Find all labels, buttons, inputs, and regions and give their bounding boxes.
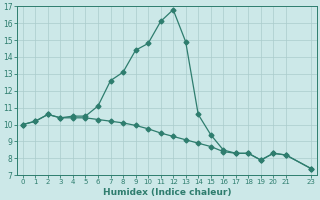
X-axis label: Humidex (Indice chaleur): Humidex (Indice chaleur) <box>103 188 231 197</box>
